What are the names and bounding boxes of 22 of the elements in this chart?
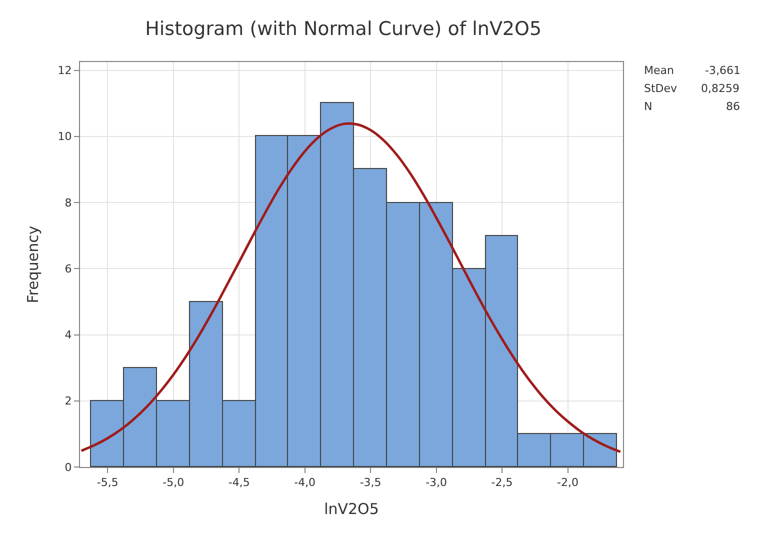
x-axis-title: lnV2O5 bbox=[324, 500, 379, 518]
y-tick-label: 10 bbox=[58, 130, 72, 144]
x-tick-label: -3,5 bbox=[360, 476, 382, 490]
x-tick-label: -4,5 bbox=[228, 476, 250, 490]
y-tick-label: 8 bbox=[64, 196, 72, 210]
text: N 86 bbox=[644, 100, 740, 113]
text: Mean -3,661 bbox=[644, 64, 740, 77]
x-tick-label: -5,5 bbox=[96, 476, 118, 490]
x-tick-label: -4,0 bbox=[294, 476, 316, 490]
x-tick-label: -2,5 bbox=[491, 476, 513, 490]
x-tick-label: -2,0 bbox=[557, 476, 579, 490]
chart-title: Histogram (with Normal Curve) of lnV2O5 bbox=[145, 18, 542, 40]
y-tick-label: 2 bbox=[64, 394, 72, 408]
y-tick-label: 0 bbox=[64, 460, 72, 474]
text: StDev 0,8259 bbox=[644, 82, 740, 95]
y-tick-label: 4 bbox=[64, 328, 72, 342]
y-tick-label: 6 bbox=[64, 262, 72, 276]
y-tick-label: 12 bbox=[58, 64, 72, 78]
line-series bbox=[80, 122, 622, 454]
x-tick-label: -3,0 bbox=[426, 476, 448, 490]
x-tick-label: -5,0 bbox=[162, 476, 184, 490]
y-axis-title: Frequency bbox=[24, 226, 42, 304]
